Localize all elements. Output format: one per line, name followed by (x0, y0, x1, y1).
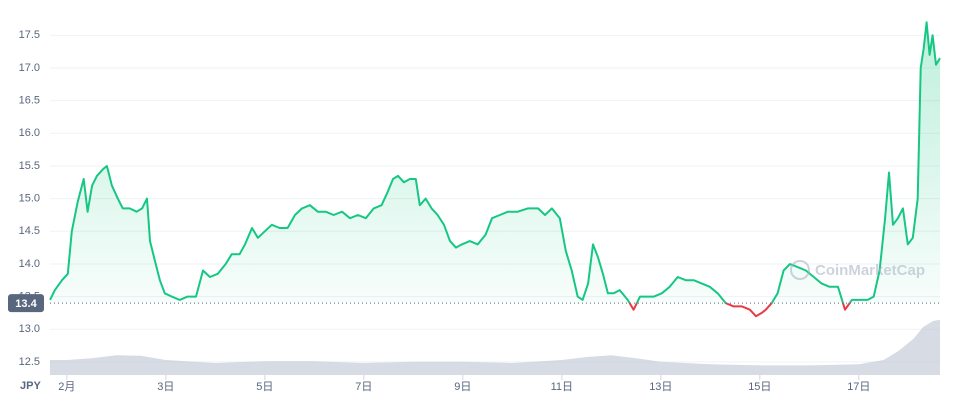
watermark-text: CoinMarketCap (815, 262, 925, 279)
y-tick-label: 16.5 (19, 95, 40, 107)
price-line (49, 21, 941, 304)
volume-area (50, 319, 940, 375)
x-tick-label: 13日 (649, 381, 672, 393)
y-tick-label: 14.0 (19, 258, 40, 270)
baseline-label: 13.4 (15, 298, 37, 310)
x-tick-label: 11日 (551, 381, 573, 393)
x-tick-label: 17日 (847, 381, 870, 393)
y-tick-label: 16.0 (19, 127, 40, 139)
x-tick-label: 7日 (355, 381, 372, 393)
y-tick-label: 17.5 (19, 29, 40, 41)
x-tick-label: 15日 (748, 381, 771, 393)
x-tick-label: 5日 (256, 381, 273, 393)
y-tick-label: 12.5 (19, 356, 40, 368)
baseline-label-bg (8, 294, 44, 313)
price-area (50, 22, 940, 304)
y-tick-label: 15.5 (19, 160, 40, 172)
y-tick-label: 17.0 (19, 62, 40, 74)
x-tick-label: 9日 (454, 381, 471, 393)
y-tick-label: 14.5 (19, 225, 40, 237)
watermark: CoinMarketCap (790, 260, 925, 280)
x-tick-label: 3日 (157, 381, 174, 393)
y-tick-label: 13.0 (19, 323, 40, 335)
y-tick-label: 15.0 (19, 193, 40, 205)
watermark-logo (790, 260, 810, 280)
currency-label: JPY (20, 380, 41, 392)
x-tick-label: 2月 (58, 381, 75, 393)
